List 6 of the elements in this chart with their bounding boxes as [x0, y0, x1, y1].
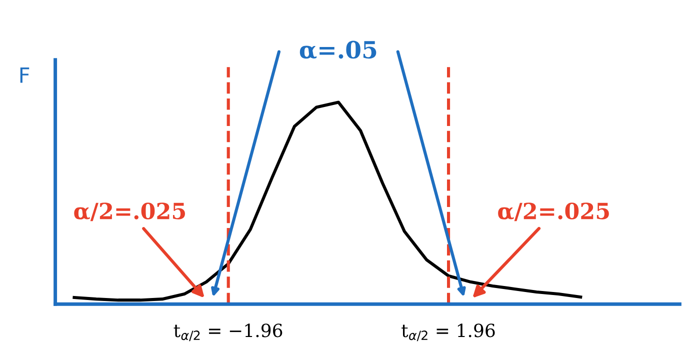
x-tick-label: t$_{α/2}$ = 1.96 — [402, 324, 495, 342]
annotation: α/2=.025 — [74, 202, 185, 222]
text: α=.05 — [300, 40, 376, 59]
x-tick-label: t$_{α/2}$ = −1.96 — [174, 324, 282, 342]
y-axis-title: F — [20, 68, 30, 83]
annotation: α/2=.025 — [498, 202, 609, 222]
